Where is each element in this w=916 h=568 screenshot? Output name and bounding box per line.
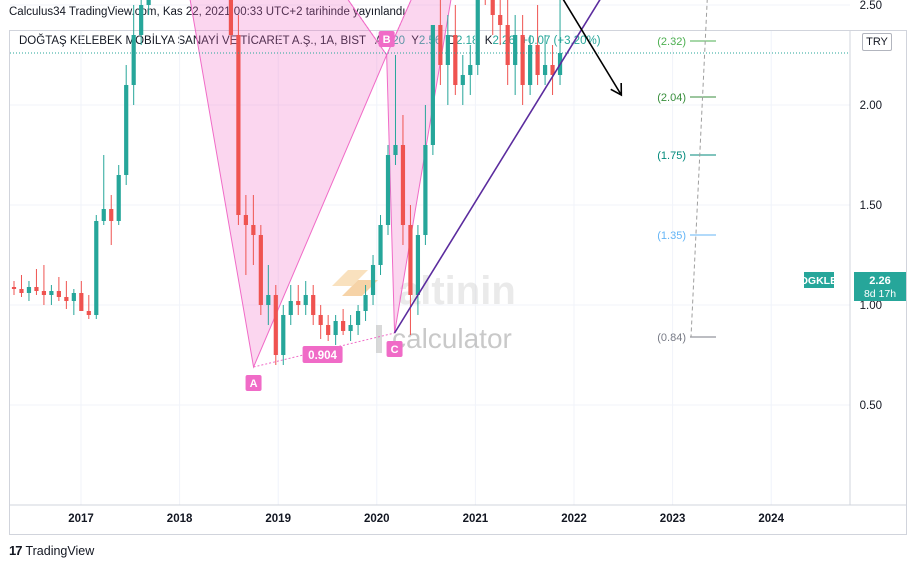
- high-value: 2.56: [418, 35, 442, 47]
- candle-body: [146, 0, 151, 5]
- change-value: +0.07 (+3.20%): [521, 35, 601, 47]
- candle: [484, 0, 486, 5]
- symbol-legend: DOĞTAŞ KELEBEK MOBİLYA SANAYİ VE TİCARET…: [19, 35, 601, 47]
- low-value: 2.18: [456, 35, 479, 47]
- chart-frame: [9, 30, 907, 535]
- tradingview-footer[interactable]: 17 TradingView: [9, 543, 94, 558]
- currency-button[interactable]: TRY: [862, 33, 892, 51]
- open-label: A: [375, 35, 383, 47]
- candle-body: [498, 15, 503, 25]
- tradingview-logo-icon: 17: [9, 543, 23, 558]
- y-tick-label: 2.50: [860, 0, 882, 12]
- high-label: Y: [411, 35, 419, 47]
- tradingview-brand: TradingView: [25, 543, 95, 558]
- symbol-name: DOĞTAŞ KELEBEK MOBİLYA SANAYİ VE TİCARET…: [19, 35, 367, 47]
- candle-body: [490, 0, 495, 15]
- open-value: 2.20: [382, 35, 406, 47]
- close-value: 2.26: [492, 35, 515, 47]
- low-label: D: [447, 35, 457, 47]
- publish-caption: Calculus34 TradingView.com, Kas 22, 2021…: [9, 6, 406, 18]
